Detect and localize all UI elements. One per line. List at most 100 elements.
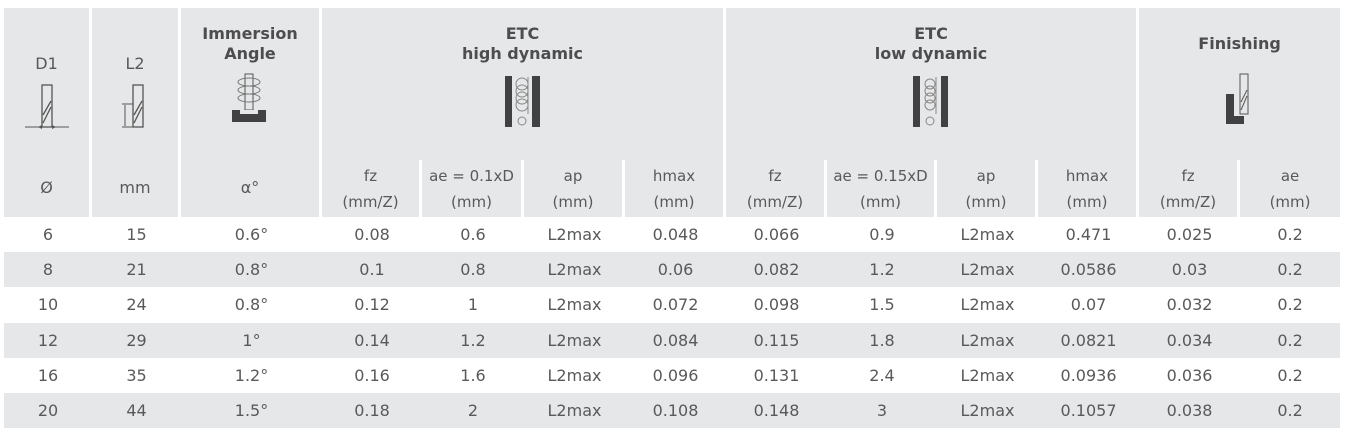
col-param: fz xyxy=(363,166,378,185)
col-unit: (mm) xyxy=(653,192,695,211)
table-cell: 1.5° xyxy=(181,392,322,429)
table-cell: 0.12 xyxy=(354,295,390,315)
table-cell: 0.131 xyxy=(753,365,800,385)
etc-high-title-line1: ETC xyxy=(505,24,540,43)
table-cell: 2.4 xyxy=(869,365,895,385)
immersion-helix-icon xyxy=(181,72,319,124)
table-cell: 6 xyxy=(42,225,54,245)
table-cell: 24 xyxy=(126,295,147,315)
table-row: 6 15 0.6° 0.08 0.6 L2max 0.048 0.066 0.9 L2max 0.4… xyxy=(4,217,1340,252)
table-cell: 0.1057 xyxy=(1038,392,1140,429)
table-cell: 0.066 xyxy=(753,225,800,245)
table-cell: 0.115 xyxy=(726,322,827,358)
end-mill-diameter-icon xyxy=(4,83,89,131)
table-cell: L2max xyxy=(524,252,625,288)
table-cell: 1.6 xyxy=(460,365,486,385)
table-cell: 29 xyxy=(92,322,181,358)
table-cell: 0.084 xyxy=(625,322,726,358)
col-unit: (mm) xyxy=(965,192,1007,211)
table-cell: L2max xyxy=(547,225,602,245)
col-unit: (mm/Z) xyxy=(1159,192,1217,211)
table-row: 20 44 1.5° 0.18 2 L2max 0.108 0.148 3 L2max 0.1057… xyxy=(4,392,1341,429)
finishing-col-header: fz (mm/Z) xyxy=(1139,160,1241,217)
table-cell: 0.2 xyxy=(1240,392,1341,429)
table-cell: L2max xyxy=(937,322,1038,358)
cutting-data-table: D1 Ø L2 mm Immersion Angle α° ETC high dyn… xyxy=(4,8,1341,429)
table-cell: 0.036 xyxy=(1166,365,1213,385)
header-etc-low-dynamic: ETC low dynamic xyxy=(726,8,1140,160)
table-cell: 16 xyxy=(37,365,59,385)
etc-low-col-header: hmax (mm) xyxy=(1038,160,1140,217)
col-param: ae = 0.15xD xyxy=(833,166,928,185)
angle-unit: α° xyxy=(240,178,260,197)
table-cell: 1.5 xyxy=(869,295,895,315)
table-cell: 0.471 xyxy=(1065,225,1112,245)
table-row: 16 35 1.2° 0.16 1.6 L2max 0.096 0.131 2.4 L2max 0.… xyxy=(4,358,1340,393)
header-immersion-angle: Immersion Angle α° xyxy=(181,8,322,217)
table-cell: 0.038 xyxy=(1139,392,1241,429)
table-cell: 0.0936 xyxy=(1060,365,1117,385)
table-row: 12 29 1° 0.14 1.2 L2max 0.084 0.115 1.8 L2max 0.08… xyxy=(4,322,1341,358)
table-cell: 1 xyxy=(467,295,479,315)
etc-low-col-header: fz (mm/Z) xyxy=(726,160,827,217)
table-cell: 0.06 xyxy=(625,252,726,288)
table-cell: 1.2 xyxy=(422,322,524,358)
table-cell: 3 xyxy=(827,392,937,429)
etc-high-col-header: fz (mm/Z) xyxy=(322,160,422,217)
col-unit: (mm/Z) xyxy=(746,192,804,211)
table-cell: L2max xyxy=(937,252,1038,288)
table-cell: 0.2 xyxy=(1240,322,1341,358)
table-cell: 12 xyxy=(4,322,92,358)
table-cell: L2max xyxy=(547,365,602,385)
table-cell: 0.03 xyxy=(1139,252,1241,288)
header-etc-high-dynamic: ETC high dynamic xyxy=(322,8,726,160)
table-cell: 21 xyxy=(92,252,181,288)
table-cell: 0.0586 xyxy=(1038,252,1140,288)
table-cell: 10 xyxy=(37,295,59,315)
col-unit: (mm) xyxy=(451,192,492,211)
header-d1: D1 Ø xyxy=(4,8,92,217)
angle-title-line2: Angle xyxy=(224,44,276,63)
table-cell: L2max xyxy=(960,295,1015,315)
end-mill-length-icon xyxy=(92,83,178,131)
etc-low-title-line1: ETC xyxy=(914,24,948,43)
table-cell: 1.2 xyxy=(827,252,937,288)
etc-high-title-line2: high dynamic xyxy=(462,44,583,63)
table-cell: L2max xyxy=(937,392,1038,429)
table-cell: 0.082 xyxy=(726,252,827,288)
table-cell: 0.098 xyxy=(753,295,800,315)
table-cell: L2max xyxy=(960,365,1015,385)
table-cell: L2max xyxy=(960,225,1015,245)
d1-label: D1 xyxy=(35,54,58,73)
table-cell: 0.096 xyxy=(652,365,699,385)
etc-high-col-header: ap (mm) xyxy=(524,160,625,217)
finishing-col-header: ae (mm) xyxy=(1240,160,1341,217)
table-cell: 0.16 xyxy=(354,365,390,385)
l2-unit: mm xyxy=(119,178,151,197)
etc-high-col-header: ae = 0.1xD (mm) xyxy=(422,160,524,217)
angle-title-line1: Immersion xyxy=(202,24,298,43)
table-cell: 0.8 xyxy=(422,252,524,288)
col-param: fz xyxy=(1181,166,1195,185)
table-cell: 0.025 xyxy=(1166,225,1213,245)
col-param: hmax xyxy=(1065,166,1109,185)
table-cell: 1.8 xyxy=(827,322,937,358)
table-row: 10 24 0.8° 0.12 1 L2max 0.072 0.098 1.5 L2max 0.07… xyxy=(4,287,1340,322)
table-cell: L2max xyxy=(524,322,625,358)
table-cell: 20 xyxy=(4,392,92,429)
table-cell: 0.08 xyxy=(354,225,390,245)
col-param: ap xyxy=(563,166,583,185)
table-cell: 0.034 xyxy=(1139,322,1241,358)
etc-low-col-header: ae = 0.15xD (mm) xyxy=(827,160,937,217)
table-cell: 1.2° xyxy=(234,365,269,385)
col-unit: (mm/Z) xyxy=(342,192,399,211)
etc-low-title-line2: low dynamic xyxy=(874,44,988,63)
col-param: ae = 0.1xD xyxy=(429,166,514,185)
table-cell: 0.1 xyxy=(322,252,422,288)
col-unit: (mm) xyxy=(1066,192,1108,211)
col-unit: (mm) xyxy=(1269,192,1311,211)
table-cell: 0.148 xyxy=(726,392,827,429)
etc-low-col-header: ap (mm) xyxy=(937,160,1038,217)
col-unit: (mm) xyxy=(860,192,901,211)
table-cell: 0.2 xyxy=(1277,225,1303,245)
